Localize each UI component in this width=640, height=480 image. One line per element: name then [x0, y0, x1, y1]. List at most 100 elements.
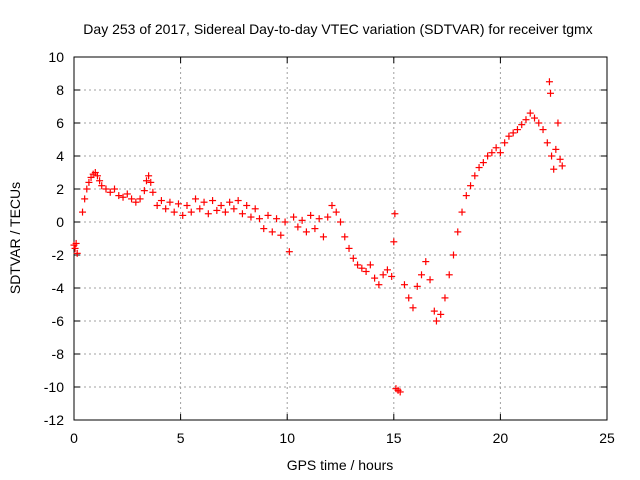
data-point — [209, 197, 217, 205]
data-point — [535, 119, 543, 127]
data-point — [337, 218, 344, 226]
x-axis-title: GPS time / hours — [287, 457, 394, 473]
data-point — [123, 190, 131, 198]
y-tick-label: 0 — [56, 214, 64, 230]
data-point — [111, 185, 119, 193]
data-point — [200, 198, 208, 206]
data-point — [437, 310, 445, 318]
data-point — [307, 211, 315, 219]
data-point — [243, 202, 251, 209]
data-point — [251, 205, 259, 213]
x-tick-label: 25 — [599, 430, 615, 446]
y-tick-label: -2 — [52, 247, 65, 263]
data-point — [319, 233, 327, 241]
x-tick-label: 15 — [386, 430, 402, 446]
data-point — [492, 144, 500, 152]
data-point — [467, 182, 475, 190]
y-tick-label: 8 — [56, 82, 64, 98]
data-point — [153, 202, 161, 209]
data-point — [391, 210, 399, 218]
data-point — [170, 208, 178, 216]
data-point — [558, 162, 566, 170]
y-tick-label: -4 — [52, 280, 65, 296]
data-point — [430, 307, 438, 315]
data-point — [221, 208, 229, 216]
data-point — [147, 178, 155, 186]
data-point — [115, 192, 123, 200]
data-point — [354, 261, 362, 269]
data-point — [273, 215, 281, 223]
data-point — [505, 132, 513, 140]
data-point — [539, 126, 547, 134]
data-point — [547, 89, 555, 97]
data-point — [264, 211, 272, 219]
data-point — [73, 249, 81, 257]
data-point — [277, 231, 285, 239]
data-point — [445, 271, 453, 279]
plot-frame — [73, 56, 608, 421]
data-point — [149, 188, 157, 196]
data-point — [543, 139, 551, 147]
data-point — [548, 152, 556, 160]
data-point — [234, 197, 242, 205]
data-point — [362, 268, 370, 275]
data-point — [119, 193, 127, 201]
data-point — [552, 145, 560, 153]
data-point — [383, 266, 391, 274]
data-point — [85, 178, 93, 186]
data-point — [247, 213, 255, 221]
data-point — [426, 276, 434, 284]
data-point — [422, 258, 430, 266]
y-tick-label: 10 — [48, 49, 64, 65]
data-point — [471, 172, 479, 180]
data-point — [545, 78, 553, 86]
y-tick-label: 4 — [56, 148, 64, 164]
data-point — [255, 215, 263, 223]
data-point — [358, 264, 366, 272]
data-point — [332, 208, 340, 216]
data-point — [432, 317, 440, 325]
grid-lines — [74, 57, 607, 420]
data-point — [324, 213, 332, 221]
data-point — [349, 254, 357, 262]
data-point — [484, 152, 492, 160]
data-point — [400, 281, 408, 289]
data-point — [290, 213, 298, 221]
y-tick-label: -6 — [52, 313, 65, 329]
data-point — [518, 121, 526, 129]
data-point — [479, 159, 487, 167]
data-point — [281, 218, 289, 226]
data-point — [196, 205, 204, 213]
x-tick-label: 20 — [493, 430, 509, 446]
data-point — [501, 139, 509, 147]
x-tick-label: 10 — [279, 430, 295, 446]
data-point — [375, 281, 383, 289]
axis-ticks: 0 5 10 15 20 25 -12 -10 -8 -6 -4 -2 0 2 4 6 8 10 — [44, 49, 615, 446]
data-point — [187, 208, 195, 216]
data-point — [166, 198, 174, 206]
data-point — [526, 109, 534, 117]
data-point — [554, 119, 562, 127]
data-point — [79, 208, 87, 216]
data-point — [179, 211, 187, 219]
data-point — [298, 216, 306, 224]
data-point — [192, 195, 200, 203]
data-point — [509, 129, 517, 137]
data-point — [454, 228, 462, 236]
data-point — [213, 206, 221, 214]
data-point — [93, 172, 101, 180]
data-point — [328, 202, 336, 209]
chart-title: Day 253 of 2017, Sidereal Day-to-day VTE… — [83, 21, 592, 37]
data-points — [70, 78, 566, 396]
data-point — [302, 228, 310, 236]
data-point — [390, 238, 398, 246]
data-point — [409, 304, 417, 312]
data-point — [102, 185, 110, 193]
data-point — [145, 172, 153, 180]
y-tick-label: -10 — [44, 379, 64, 395]
data-point — [162, 205, 170, 213]
x-tick-label: 0 — [70, 430, 78, 446]
data-point — [366, 261, 374, 269]
data-point — [238, 210, 246, 218]
